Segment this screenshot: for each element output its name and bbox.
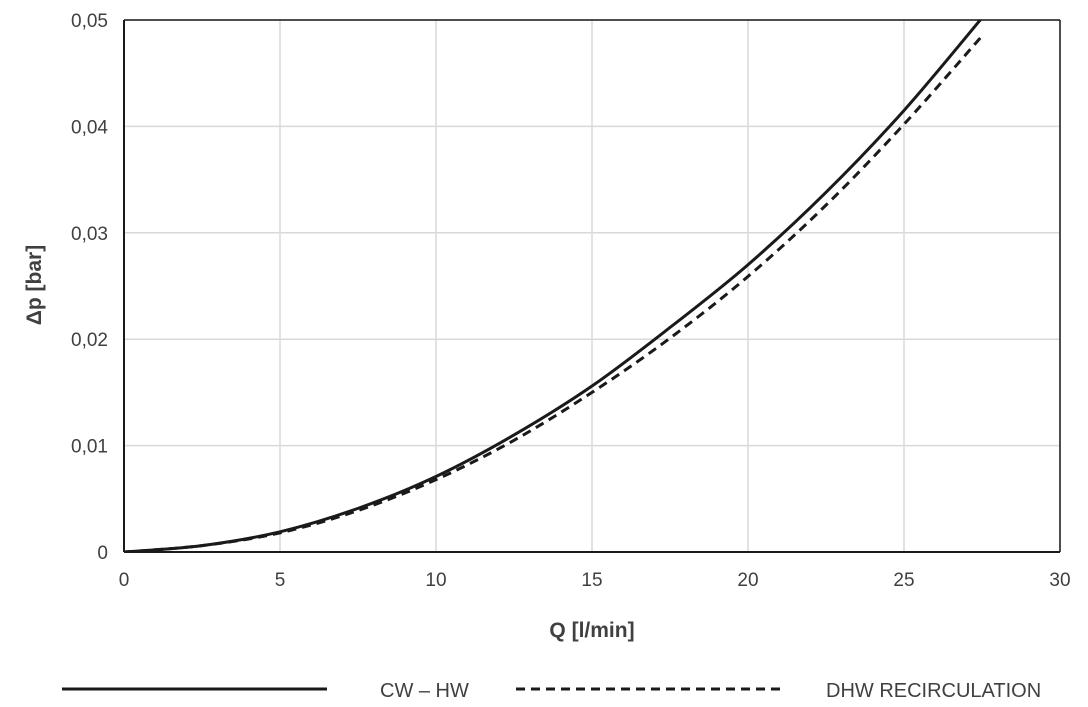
series-line-dhw-recirculation bbox=[124, 34, 984, 552]
y-tick-label: 0,05 bbox=[71, 11, 108, 32]
x-tick-label: 5 bbox=[275, 570, 286, 591]
legend-label-dhw-recirculation: DHW RECIRCULATION bbox=[826, 680, 1041, 702]
series-lines bbox=[124, 20, 984, 552]
grid bbox=[124, 19, 1061, 552]
x-tick-label: 0 bbox=[119, 570, 130, 591]
x-tick-label: 20 bbox=[737, 570, 758, 591]
tick-labels: 0 5 10 15 20 25 30 0 0,01 0,02 0,03 0,04 0,05 bbox=[71, 11, 1071, 591]
y-tick-label: 0,01 bbox=[71, 437, 108, 458]
y-tick-label: 0,04 bbox=[71, 117, 108, 138]
x-tick-label: 25 bbox=[893, 570, 914, 591]
legend-label-cw-hw: CW – HW bbox=[380, 680, 469, 702]
series-line-cw-hw bbox=[124, 20, 983, 552]
y-tick-label: 0,02 bbox=[71, 330, 108, 351]
y-axis-title: Δp [bar] bbox=[23, 245, 46, 325]
x-tick-label: 15 bbox=[581, 570, 602, 591]
x-tick-label: 10 bbox=[425, 570, 446, 591]
y-tick-label: 0,03 bbox=[71, 224, 108, 245]
legend: CW – HW DHW RECIRCULATION bbox=[62, 680, 1041, 702]
axes bbox=[123, 19, 1061, 553]
y-tick-label: 0 bbox=[97, 543, 108, 564]
x-tick-label: 30 bbox=[1049, 570, 1070, 591]
x-axis-title: Q [l/min] bbox=[549, 619, 634, 642]
